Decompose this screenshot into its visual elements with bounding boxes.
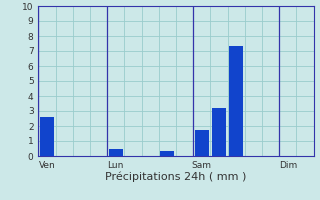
Bar <box>40 117 54 156</box>
Bar <box>109 149 123 156</box>
Bar <box>229 46 243 156</box>
Bar <box>195 130 209 156</box>
Bar <box>160 151 174 156</box>
X-axis label: Précipitations 24h ( mm ): Précipitations 24h ( mm ) <box>105 171 247 182</box>
Bar <box>212 108 226 156</box>
